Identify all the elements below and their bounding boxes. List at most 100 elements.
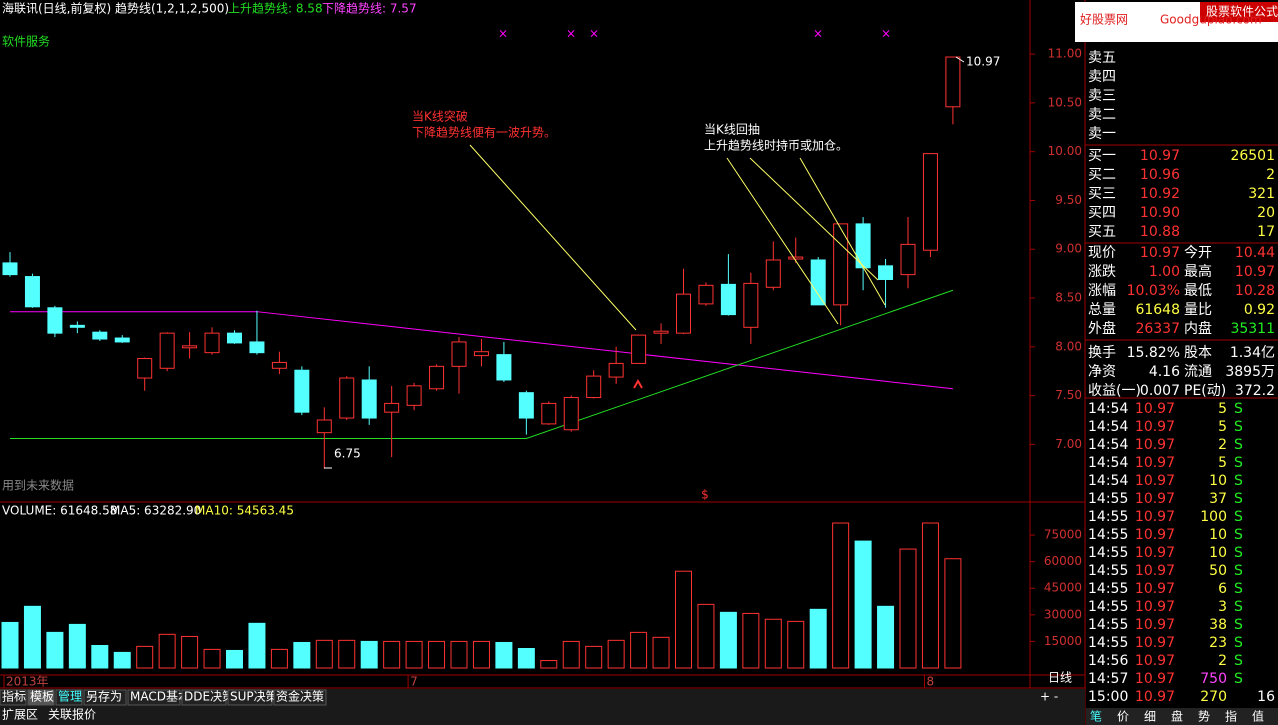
stat-label: 收益(一) <box>1088 383 1141 399</box>
ask-label: 卖五 <box>1088 50 1116 66</box>
y-tick-label: 8.00 <box>1055 339 1082 353</box>
volume-bar <box>517 648 535 669</box>
volume-bar <box>383 640 401 669</box>
y-tick-label: 15000 <box>1044 634 1082 648</box>
volume-bar <box>248 622 266 669</box>
tick-side: S <box>1234 437 1243 453</box>
side-tab[interactable]: 盘 <box>1171 709 1183 724</box>
side-tab[interactable]: 指 <box>1225 709 1237 724</box>
candle-body <box>743 282 759 328</box>
tick-price: 10.97 <box>1135 671 1175 687</box>
tab[interactable] <box>55 689 83 706</box>
stat-value: 10.97 <box>1140 245 1180 261</box>
tab[interactable] <box>181 689 227 706</box>
side-tab[interactable]: 值 <box>1252 709 1264 724</box>
volume-bar <box>832 522 850 669</box>
tab-label[interactable]: 资金决策 <box>276 689 324 704</box>
candle-body <box>249 341 265 354</box>
volume-bar <box>428 640 446 669</box>
tick-volume: 100 <box>1200 509 1227 525</box>
volume-legend: MA5: 63282.90 <box>110 504 201 518</box>
tick-side: S <box>1234 599 1243 615</box>
marker: × <box>881 27 891 41</box>
tab[interactable] <box>0 689 27 706</box>
side-tab[interactable]: 笔 <box>1090 709 1102 724</box>
side-tab[interactable]: 价 <box>1117 710 1129 724</box>
volume-bar <box>944 558 962 669</box>
y-tick-label: 10.00 <box>1048 144 1082 158</box>
tick-time: 14:55 <box>1088 545 1128 561</box>
tab-label[interactable]: 另存为 <box>86 690 122 704</box>
candle-body <box>765 259 781 288</box>
annotation: 当K线突破 <box>412 109 468 124</box>
candle-body <box>563 397 579 431</box>
tick-time: 14:55 <box>1088 491 1128 507</box>
side-tab[interactable]: 势 <box>1198 710 1210 724</box>
ask-label: 卖四 <box>1088 69 1116 85</box>
tick-volume: 10 <box>1209 473 1227 489</box>
tab-label[interactable]: 管理 <box>58 689 82 704</box>
tick-side: S <box>1234 635 1243 651</box>
tick-time: 14:54 <box>1088 455 1128 471</box>
tab-label[interactable]: 关联报价 <box>48 707 96 722</box>
volume-bar <box>1 621 19 669</box>
bid-price: 10.92 <box>1140 186 1180 202</box>
bid-price: 10.97 <box>1140 148 1180 164</box>
tab[interactable] <box>227 689 273 706</box>
tick-price: 10.97 <box>1135 419 1175 435</box>
volume-bar <box>877 605 895 669</box>
y-tick-label: 7.00 <box>1055 437 1082 451</box>
candle-body <box>294 369 310 413</box>
stat-label: PE(动) <box>1184 383 1226 399</box>
tab[interactable] <box>27 689 55 706</box>
volume-bar <box>921 522 939 669</box>
tick-volume: 2 <box>1218 437 1227 453</box>
tick-time: 14:55 <box>1088 599 1128 615</box>
bid-price: 10.88 <box>1140 224 1180 240</box>
up-trend-label: 上升趋势线: 8.58 <box>228 2 323 16</box>
y-tick-label: 8.50 <box>1055 291 1082 305</box>
volume-bar <box>450 640 468 669</box>
tick-side: S <box>1234 509 1243 525</box>
marker: × <box>589 27 599 41</box>
stat-value: 3895万 <box>1225 364 1275 380</box>
stat-value: 61648 <box>1135 302 1180 318</box>
bid-volume: 2 <box>1266 167 1275 183</box>
marker: × <box>813 27 823 41</box>
tick-side: 16 <box>1257 689 1275 705</box>
tab-label[interactable]: 指标 <box>2 689 26 704</box>
volume-bar <box>742 612 760 669</box>
sector-label: 软件服务 <box>2 34 50 49</box>
watermark-title: 好股票网 <box>1080 13 1128 27</box>
volume-bar <box>697 603 715 669</box>
stat-value: 1.34亿 <box>1230 345 1275 361</box>
volume-legend: VOLUME: 61648.58 <box>2 504 117 518</box>
volume-bar <box>652 636 670 669</box>
tab-label[interactable]: DDE决策 <box>184 690 234 704</box>
tab[interactable] <box>273 689 327 706</box>
tick-volume: 6 <box>1218 581 1227 597</box>
candle-body <box>429 365 445 390</box>
candle-body <box>384 402 400 413</box>
tick-volume: 5 <box>1218 419 1227 435</box>
tab[interactable] <box>83 689 127 706</box>
volume-bar <box>630 631 648 669</box>
tab[interactable] <box>127 689 181 706</box>
arrow-mark <box>633 378 643 389</box>
tab-label[interactable]: 扩展区 <box>2 708 38 722</box>
trend-line <box>10 289 954 440</box>
bid-volume: 17 <box>1257 224 1275 240</box>
volume-bar <box>787 620 805 669</box>
tab-label[interactable]: 模板 <box>30 690 54 704</box>
tick-price: 10.97 <box>1135 653 1175 669</box>
candle-body <box>227 332 242 344</box>
tick-volume: 50 <box>1209 563 1227 579</box>
tick-time: 14:57 <box>1088 671 1128 687</box>
candle-body <box>720 283 736 316</box>
tab-label[interactable]: SUP决策 <box>230 690 278 704</box>
volume-bar <box>293 641 311 669</box>
side-tab[interactable]: 细 <box>1144 710 1156 724</box>
tab-label[interactable]: MACD基本 <box>130 690 190 704</box>
tick-side: S <box>1234 545 1243 561</box>
